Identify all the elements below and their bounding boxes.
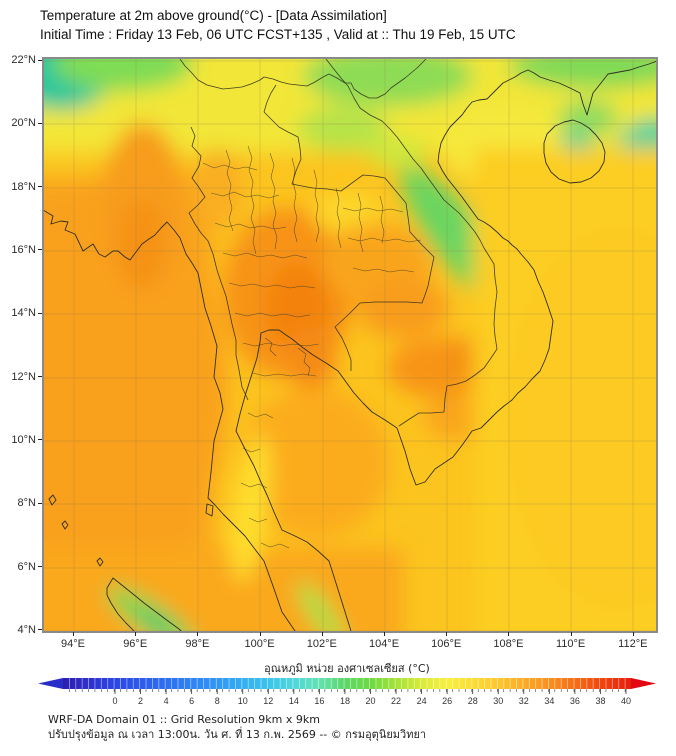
colorbar-tick-label: 20 bbox=[365, 696, 375, 706]
colorbar-tick-labels: 0 2 4 6 8 10 12 14 16 18 20 22 24 26 28 30 32 34 36 38 40 bbox=[112, 689, 631, 706]
colorbar-tick-label: 12 bbox=[263, 696, 273, 706]
footer-update-info: ปรับปรุงข้อมูล ณ เวลา 13:00น. วัน ศ. ที่… bbox=[48, 728, 427, 741]
colorbar-tick-label: 40 bbox=[621, 696, 631, 706]
colorbar-tick-label: 16 bbox=[314, 696, 324, 706]
colorbar-tick-label: 24 bbox=[417, 696, 427, 706]
lon-axis-tick bbox=[384, 632, 385, 636]
lon-axis-tick bbox=[197, 632, 199, 636]
colorbar-tick-label: 28 bbox=[468, 696, 478, 706]
colorbar-right-arrow bbox=[631, 678, 656, 689]
colorbar-tick-label: 22 bbox=[391, 696, 401, 706]
map-frame bbox=[43, 58, 657, 632]
lon-axis-label: 106°E bbox=[431, 638, 462, 650]
lon-axis-tick bbox=[135, 632, 137, 636]
lat-axis-tick bbox=[38, 312, 42, 314]
lat-axis-tick bbox=[38, 439, 42, 441]
colorbar-gradient-bar bbox=[63, 678, 631, 689]
lat-axis-tick bbox=[38, 629, 42, 631]
lon-axis-label: 98°E bbox=[185, 638, 210, 650]
lon-axis-tick bbox=[570, 632, 572, 636]
colorbar-tick-label: 34 bbox=[544, 696, 554, 706]
map-plot-area bbox=[42, 57, 658, 633]
temperature-map bbox=[43, 58, 657, 632]
lat-axis-label: 10°N bbox=[11, 433, 36, 446]
lat-axis-tick bbox=[38, 59, 42, 61]
lon-axis-label: 108°E bbox=[493, 638, 524, 650]
colorbar-cell-lines bbox=[68, 678, 626, 689]
lat-axis-label: 22°N bbox=[11, 54, 36, 66]
lat-axis-label: 8°N bbox=[17, 497, 36, 510]
lon-axis-label: 102°E bbox=[306, 638, 337, 650]
province-boundaries bbox=[202, 145, 422, 549]
coastlines bbox=[43, 60, 657, 632]
lon-axis-label: 110°E bbox=[555, 638, 586, 650]
lat-axis-label: 18°N bbox=[11, 180, 36, 193]
lat-axis-tick bbox=[38, 249, 42, 251]
lat-axis-label: 20°N bbox=[11, 117, 36, 130]
lon-axis-label: 112°E bbox=[618, 638, 648, 650]
lat-axis-tick bbox=[38, 376, 42, 378]
colorbar-tick-label: 6 bbox=[189, 696, 194, 706]
colorbar-tick-label: 2 bbox=[138, 696, 143, 706]
lat-axis-tick bbox=[38, 122, 42, 124]
lon-axis-label: 96°E bbox=[123, 638, 148, 650]
lon-axis-label: 94°E bbox=[61, 638, 85, 650]
colorbar-left-arrow bbox=[38, 678, 63, 689]
colorbar-tick-label: 26 bbox=[442, 696, 452, 706]
colorbar-title: อุณหภูมิ หน่วย องศาเซลเซียส (°C) bbox=[264, 662, 430, 675]
footer-domain-info: WRF-DA Domain 01 :: Grid Resolution 9km … bbox=[48, 713, 320, 726]
colorbar-tick-label: 0 bbox=[112, 696, 117, 706]
lat-axis-label: 14°N bbox=[11, 307, 36, 320]
colorbar-tick-label: 30 bbox=[493, 696, 503, 706]
colorbar-svg: 0 2 4 6 8 10 12 14 16 18 20 22 24 26 28 30 32 34 36 38 40 bbox=[38, 678, 656, 706]
colorbar-tick-label: 10 bbox=[238, 696, 248, 706]
colorbar-tick-label: 8 bbox=[215, 696, 220, 706]
lat-axis-tick bbox=[38, 566, 42, 568]
lon-axis-label: 100°E bbox=[244, 638, 275, 650]
country-borders bbox=[179, 58, 498, 427]
colorbar: 0 2 4 6 8 10 12 14 16 18 20 22 24 26 28 30 32 34 36 38 40 bbox=[38, 676, 656, 710]
lat-axis-label: 16°N bbox=[11, 243, 36, 256]
lat-axis-tick bbox=[38, 186, 42, 188]
colorbar-tick-label: 32 bbox=[519, 696, 529, 706]
colorbar-tick-label: 18 bbox=[340, 696, 350, 706]
colorbar-tick-label: 4 bbox=[164, 696, 169, 706]
lon-axis-tick bbox=[259, 632, 261, 636]
page-subtitle: Initial Time : Friday 13 Feb, 06 UTC FCS… bbox=[40, 27, 516, 42]
colorbar-tick-label: 36 bbox=[570, 696, 580, 706]
lon-axis-tick bbox=[508, 632, 510, 636]
lat-axis-label: 6°N bbox=[17, 560, 36, 573]
page-title: Temperature at 2m above ground(°C) - [Da… bbox=[40, 8, 387, 23]
temperature-field-blobs bbox=[43, 58, 657, 632]
lon-axis-tick bbox=[321, 632, 323, 636]
lon-axis-tick bbox=[446, 632, 448, 636]
lat-axis-label: 4°N bbox=[17, 623, 36, 636]
footer-block: WRF-DA Domain 01 :: Grid Resolution 9km … bbox=[48, 712, 426, 742]
colorbar-tick-label: 14 bbox=[289, 696, 299, 706]
graticule-gridlines bbox=[43, 58, 657, 632]
colorbar-tick-label: 38 bbox=[595, 696, 605, 706]
lon-axis-label: 104°E bbox=[368, 638, 400, 650]
colorbar-minor-ticks bbox=[69, 689, 626, 692]
lon-axis-tick bbox=[632, 632, 634, 636]
lat-axis-tick bbox=[38, 502, 42, 504]
lon-axis-tick bbox=[73, 632, 74, 636]
lat-axis-label: 12°N bbox=[11, 370, 36, 383]
title-block: Temperature at 2m above ground(°C) - [Da… bbox=[40, 6, 516, 44]
